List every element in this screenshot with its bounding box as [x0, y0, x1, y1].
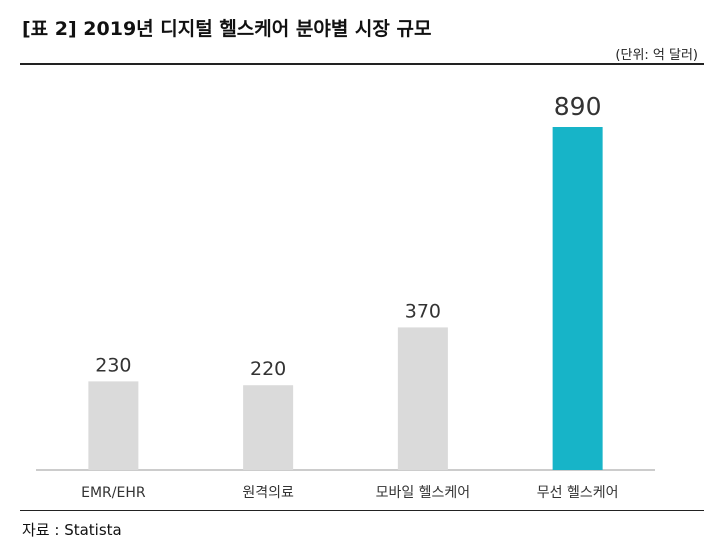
bar-1 — [243, 385, 294, 470]
category-label-1: 원격의료 — [242, 485, 294, 501]
chart-title: [표 2] 2019년 디지털 헬스케어 분야별 시장 규모 — [22, 18, 432, 40]
data-label-2: 370 — [405, 300, 441, 322]
unit-label: (단위: 억 달러) — [615, 48, 698, 63]
top-divider — [20, 63, 704, 65]
category-label-3: 무선 헬스케어 — [537, 485, 619, 501]
category-label-0: EMR/EHR — [81, 485, 146, 501]
data-label-1: 220 — [250, 358, 286, 380]
category-label-2: 모바일 헬스케어 — [376, 485, 471, 501]
source-note: 자료 : Statista — [22, 521, 122, 539]
bar-2 — [397, 327, 448, 470]
bottom-divider — [20, 510, 704, 511]
bar-0 — [88, 381, 139, 470]
data-label-3: 890 — [554, 92, 602, 121]
data-label-0: 230 — [95, 354, 131, 376]
bar-3 — [552, 127, 603, 470]
